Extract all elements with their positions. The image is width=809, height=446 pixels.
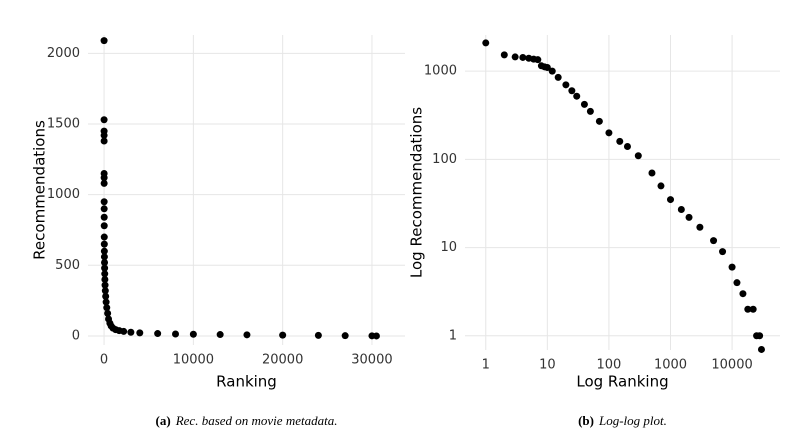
point — [667, 196, 675, 204]
point — [102, 298, 110, 306]
point — [568, 87, 576, 95]
point — [744, 305, 752, 313]
point — [595, 117, 603, 125]
point — [100, 205, 108, 213]
y-tick-label: 1000 — [47, 187, 80, 202]
point — [749, 305, 757, 313]
point — [739, 290, 747, 298]
x-tick-label: 0 — [100, 353, 108, 368]
point — [100, 37, 108, 45]
point — [104, 309, 112, 317]
point — [500, 51, 508, 59]
y-tick-label: 100 — [432, 152, 457, 167]
caption-label: (a) — [156, 413, 171, 428]
point — [623, 142, 631, 150]
point — [580, 100, 588, 108]
caption: (a) Rec. based on movie metadata. — [156, 413, 338, 428]
point — [554, 73, 562, 81]
point — [605, 129, 613, 137]
point — [616, 137, 624, 145]
point — [519, 53, 527, 61]
point — [100, 240, 108, 248]
point — [101, 264, 109, 272]
y-tick-label: 10 — [440, 240, 457, 255]
point — [100, 179, 108, 187]
point — [511, 53, 519, 61]
point — [757, 345, 765, 353]
point — [102, 292, 110, 300]
point — [534, 56, 542, 64]
point — [243, 331, 251, 339]
point — [100, 247, 108, 255]
point — [154, 330, 162, 338]
x-tick-label: 10000 — [711, 358, 752, 373]
point — [696, 223, 704, 231]
point — [548, 67, 556, 75]
y-axis-title: Log Recommendations — [408, 107, 426, 278]
y-tick-label: 0 — [72, 328, 80, 343]
x-tick-label: 1 — [482, 358, 490, 373]
point — [189, 330, 197, 338]
point — [314, 331, 322, 339]
point — [100, 198, 108, 206]
point — [482, 39, 490, 47]
point — [634, 152, 642, 160]
point — [341, 332, 349, 340]
x-tick-label: 100 — [597, 358, 622, 373]
point — [101, 270, 109, 278]
point — [100, 174, 108, 182]
x-axis-title: Log Ranking — [576, 373, 668, 391]
point — [685, 213, 693, 221]
point — [101, 281, 109, 289]
y-tick-label: 1500 — [47, 117, 80, 132]
point — [100, 213, 108, 221]
y-tick-label: 2000 — [47, 46, 80, 61]
point — [100, 222, 108, 230]
x-tick-label: 1000 — [654, 358, 687, 373]
point — [101, 275, 109, 283]
x-tick-label: 30000 — [351, 353, 392, 368]
point — [120, 327, 128, 335]
x-tick-label: 10 — [539, 358, 556, 373]
point — [733, 279, 741, 287]
caption-label: (b) — [578, 413, 594, 428]
point — [127, 328, 135, 336]
caption-text: Rec. based on movie metadata. — [175, 413, 338, 428]
x-tick-label: 20000 — [262, 353, 303, 368]
x-axis-title: Ranking — [216, 373, 277, 391]
point — [103, 304, 111, 312]
point — [100, 116, 108, 124]
y-axis-title: Recommendations — [31, 120, 49, 260]
point — [657, 182, 665, 190]
point — [543, 64, 551, 72]
point — [372, 332, 380, 340]
caption: (b) Log-log plot. — [578, 413, 667, 428]
point — [648, 169, 656, 177]
point — [216, 331, 224, 339]
point — [573, 92, 581, 100]
point — [719, 248, 727, 256]
y-tick-label: 1 — [449, 328, 457, 343]
point — [100, 233, 108, 241]
point — [101, 258, 109, 266]
point — [756, 332, 764, 340]
point — [100, 253, 108, 261]
point — [172, 330, 180, 338]
point — [728, 263, 736, 271]
point — [586, 107, 594, 115]
point — [100, 131, 108, 139]
point — [100, 137, 108, 145]
point — [101, 287, 109, 295]
point — [136, 329, 144, 337]
point — [710, 237, 718, 245]
caption-text: Log-log plot. — [598, 413, 667, 428]
point — [677, 206, 685, 214]
point — [562, 81, 570, 89]
point — [279, 331, 287, 339]
y-tick-label: 1000 — [424, 64, 457, 79]
x-tick-label: 10000 — [173, 353, 214, 368]
y-tick-label: 500 — [55, 258, 80, 273]
